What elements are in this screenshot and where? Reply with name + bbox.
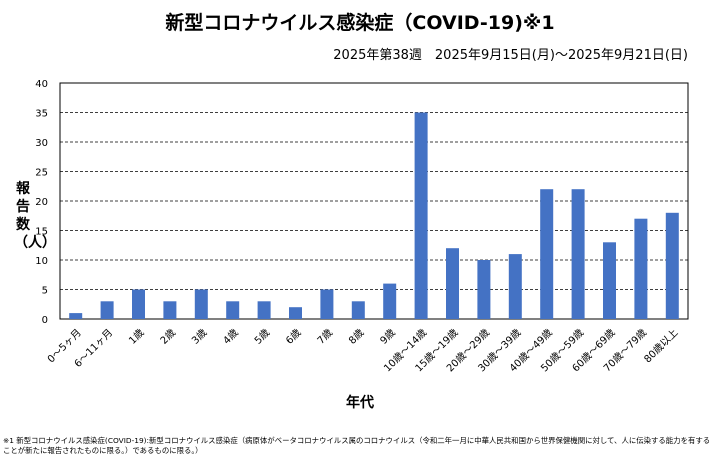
bar [414, 112, 428, 319]
bar [257, 301, 271, 319]
bar [132, 289, 145, 319]
y-tick-label: 35 [35, 109, 48, 120]
bar [571, 189, 585, 319]
bar [383, 283, 397, 319]
footnote: ※1 新型コロナウイルス感染症(COVID-19):新型コロナウイルス感染症（病… [3, 436, 711, 455]
x-tick-label: 7歳 [315, 327, 335, 347]
bar [226, 301, 240, 319]
plot-frame [59, 82, 689, 320]
x-tick-label: 5歳 [252, 327, 272, 347]
bar [477, 260, 491, 319]
x-axis-label: 年代 [346, 395, 374, 411]
bar [634, 218, 648, 319]
bar [194, 289, 208, 319]
bar [351, 301, 365, 319]
bar [603, 242, 616, 319]
bar [446, 248, 459, 319]
bar [100, 301, 114, 319]
chart-title: 新型コロナウイルス感染症（COVID-19)※1 [165, 12, 555, 34]
x-tick-label: 6歳 [284, 327, 304, 347]
x-tick-label: 3歳 [189, 327, 209, 347]
y-tick-label: 25 [35, 168, 48, 179]
y-tick-label: 30 [35, 138, 48, 149]
x-tick-label: 8歳 [346, 327, 366, 347]
x-tick-label: 4歳 [221, 327, 241, 347]
y-tick-label: 40 [35, 79, 48, 90]
bar [508, 254, 522, 319]
y-tick-label: 10 [35, 256, 48, 267]
chart-subtitle: 2025年第38週 2025年9月15日(月)～2025年9月21日(日) [333, 48, 688, 63]
x-tick-label: 80歳以上 [642, 327, 681, 366]
x-tick-label: 1歳 [127, 327, 147, 347]
bar [540, 189, 554, 319]
x-tick-label: 2歳 [158, 327, 178, 347]
y-tick-label: 5 [42, 286, 48, 297]
bar [69, 313, 83, 319]
x-tick-label: 9歳 [378, 327, 398, 347]
bar [320, 289, 334, 319]
bar [289, 307, 302, 319]
y-tick-label: 20 [35, 197, 48, 208]
bar [163, 301, 177, 319]
y-tick-label: 0 [42, 315, 48, 326]
bar [665, 212, 679, 319]
y-tick-label: 15 [35, 227, 48, 238]
